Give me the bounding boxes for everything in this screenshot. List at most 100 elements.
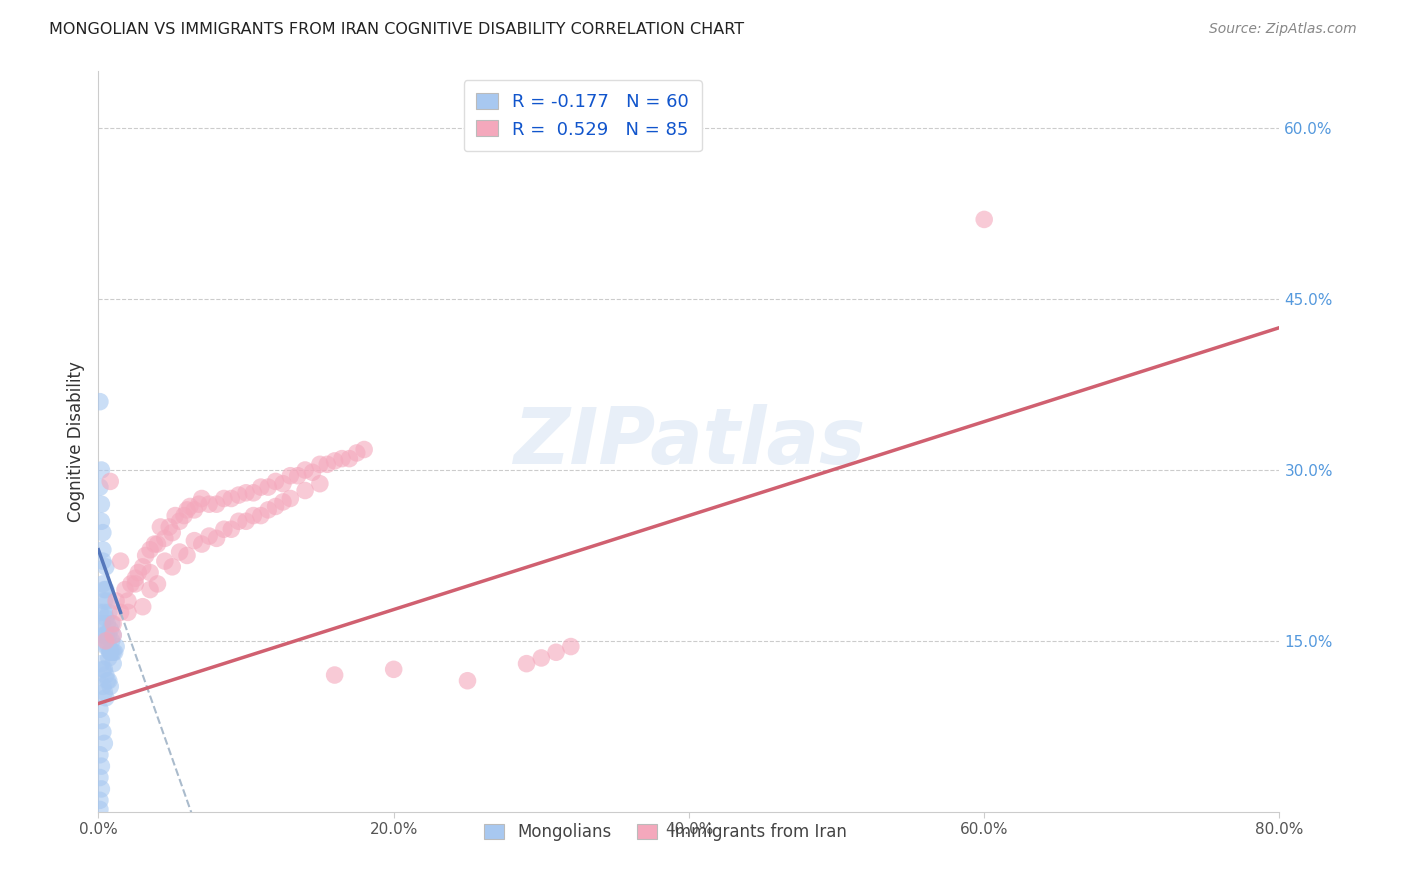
- Point: [187, 497, 209, 511]
- Point: [98, 645, 121, 659]
- Point: [205, 532, 228, 546]
- Point: [103, 616, 125, 631]
- Point: [110, 554, 132, 568]
- Point: [139, 582, 162, 597]
- Point: [90, 497, 112, 511]
- Point: [94, 559, 117, 574]
- Point: [91, 680, 114, 694]
- Point: [90, 657, 112, 671]
- Point: [89, 802, 111, 816]
- Point: [91, 725, 114, 739]
- Point: [105, 640, 128, 654]
- Point: [183, 503, 205, 517]
- Point: [139, 566, 162, 580]
- Text: Source: ZipAtlas.com: Source: ZipAtlas.com: [1209, 22, 1357, 37]
- Point: [143, 537, 166, 551]
- Point: [91, 525, 114, 540]
- Point: [98, 680, 121, 694]
- Point: [228, 514, 250, 528]
- Point: [346, 446, 368, 460]
- Point: [98, 645, 121, 659]
- Point: [90, 714, 112, 728]
- Point: [98, 623, 121, 637]
- Text: ZIPatlas: ZIPatlas: [513, 403, 865, 480]
- Point: [271, 476, 294, 491]
- Point: [191, 491, 214, 506]
- Point: [309, 476, 332, 491]
- Point: [132, 599, 155, 614]
- Point: [228, 488, 250, 502]
- Text: MONGOLIAN VS IMMIGRANTS FROM IRAN COGNITIVE DISABILITY CORRELATION CHART: MONGOLIAN VS IMMIGRANTS FROM IRAN COGNIT…: [49, 22, 744, 37]
- Point: [169, 545, 191, 559]
- Point: [110, 606, 132, 620]
- Point: [89, 771, 111, 785]
- Point: [235, 485, 257, 500]
- Point: [173, 508, 195, 523]
- Point: [93, 685, 115, 699]
- Point: [93, 594, 115, 608]
- Point: [271, 495, 294, 509]
- Point: [117, 606, 139, 620]
- Point: [100, 616, 122, 631]
- Point: [973, 212, 995, 227]
- Point: [91, 577, 114, 591]
- Point: [120, 577, 142, 591]
- Point: [94, 633, 117, 648]
- Point: [117, 594, 139, 608]
- Point: [89, 702, 111, 716]
- Point: [162, 559, 183, 574]
- Point: [90, 514, 112, 528]
- Point: [157, 520, 180, 534]
- Point: [339, 451, 361, 466]
- Point: [89, 394, 111, 409]
- Point: [287, 468, 309, 483]
- Point: [169, 514, 191, 528]
- Point: [103, 645, 125, 659]
- Point: [250, 480, 273, 494]
- Point: [127, 566, 149, 580]
- Point: [212, 522, 235, 536]
- Point: [560, 640, 582, 654]
- Point: [139, 542, 162, 557]
- Point: [530, 651, 553, 665]
- Point: [97, 640, 120, 654]
- Point: [104, 645, 127, 659]
- Point: [280, 468, 302, 483]
- Point: [516, 657, 538, 671]
- Point: [124, 571, 146, 585]
- Point: [91, 628, 114, 642]
- Point: [96, 594, 118, 608]
- Point: [89, 606, 111, 620]
- Point: [96, 633, 118, 648]
- Point: [103, 628, 125, 642]
- Point: [103, 628, 125, 642]
- Point: [183, 533, 205, 548]
- Point: [93, 582, 115, 597]
- Point: [97, 606, 120, 620]
- Point: [242, 508, 264, 523]
- Point: [93, 606, 115, 620]
- Point: [353, 442, 375, 457]
- Point: [242, 485, 264, 500]
- Point: [191, 537, 214, 551]
- Point: [198, 529, 221, 543]
- Point: [89, 480, 111, 494]
- Point: [221, 522, 243, 536]
- Point: [294, 463, 316, 477]
- Point: [309, 458, 332, 472]
- Point: [105, 594, 128, 608]
- Point: [94, 640, 117, 654]
- Point: [176, 503, 198, 517]
- Point: [301, 465, 323, 479]
- Y-axis label: Cognitive Disability: Cognitive Disability: [66, 361, 84, 522]
- Point: [264, 475, 287, 489]
- Point: [546, 645, 568, 659]
- Point: [100, 645, 122, 659]
- Point: [91, 662, 114, 676]
- Point: [93, 736, 115, 750]
- Point: [93, 628, 115, 642]
- Point: [294, 483, 316, 498]
- Point: [250, 508, 273, 523]
- Point: [97, 673, 120, 688]
- Point: [221, 491, 243, 506]
